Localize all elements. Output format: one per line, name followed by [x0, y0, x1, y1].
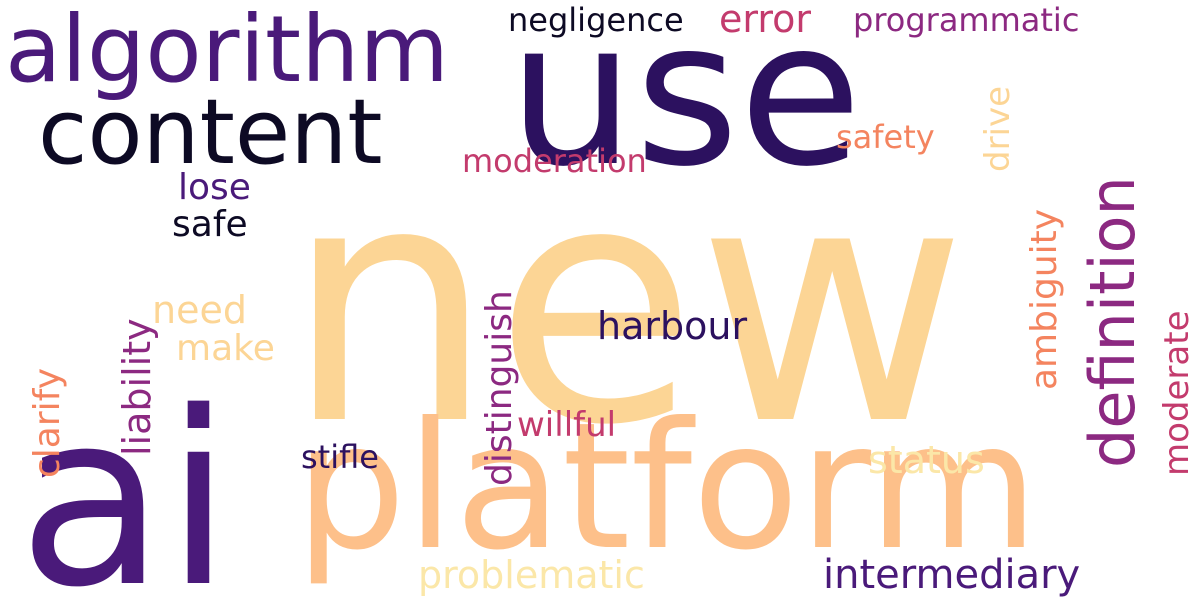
word-make: make: [176, 328, 275, 369]
word-harbour: harbour: [597, 304, 748, 348]
word-safety: safety: [836, 118, 935, 156]
word-intermediary: intermediary: [823, 552, 1081, 598]
word-platform: platform: [295, 386, 1039, 589]
word-need: need: [152, 288, 247, 332]
word-distinguish: distinguish: [479, 290, 520, 486]
word-new: new: [285, 113, 968, 497]
word-programmatic: programmatic: [853, 1, 1080, 39]
word-moderate: moderate: [1157, 310, 1197, 476]
word-lose: lose: [178, 167, 251, 208]
word-liability: liability: [115, 318, 159, 456]
word-algorithm: algorithm: [5, 0, 450, 103]
word-negligence: negligence: [508, 1, 684, 39]
word-moderation: moderation: [462, 142, 647, 180]
word-problematic: problematic: [418, 553, 645, 597]
word-status: status: [868, 438, 985, 482]
word-ai: ai: [18, 360, 232, 600]
word-drive: drive: [978, 85, 1018, 172]
word-content: content: [38, 80, 383, 185]
word-definition: definition: [1076, 176, 1149, 468]
word-stifle: stifle: [301, 438, 379, 476]
word-ambiguity: ambiguity: [1024, 208, 1065, 390]
word-safe: safe: [172, 204, 248, 245]
word-use: use: [508, 0, 863, 211]
word-willful: willful: [517, 405, 617, 445]
word-error: error: [719, 0, 811, 41]
word-clarify: clarify: [27, 367, 68, 478]
